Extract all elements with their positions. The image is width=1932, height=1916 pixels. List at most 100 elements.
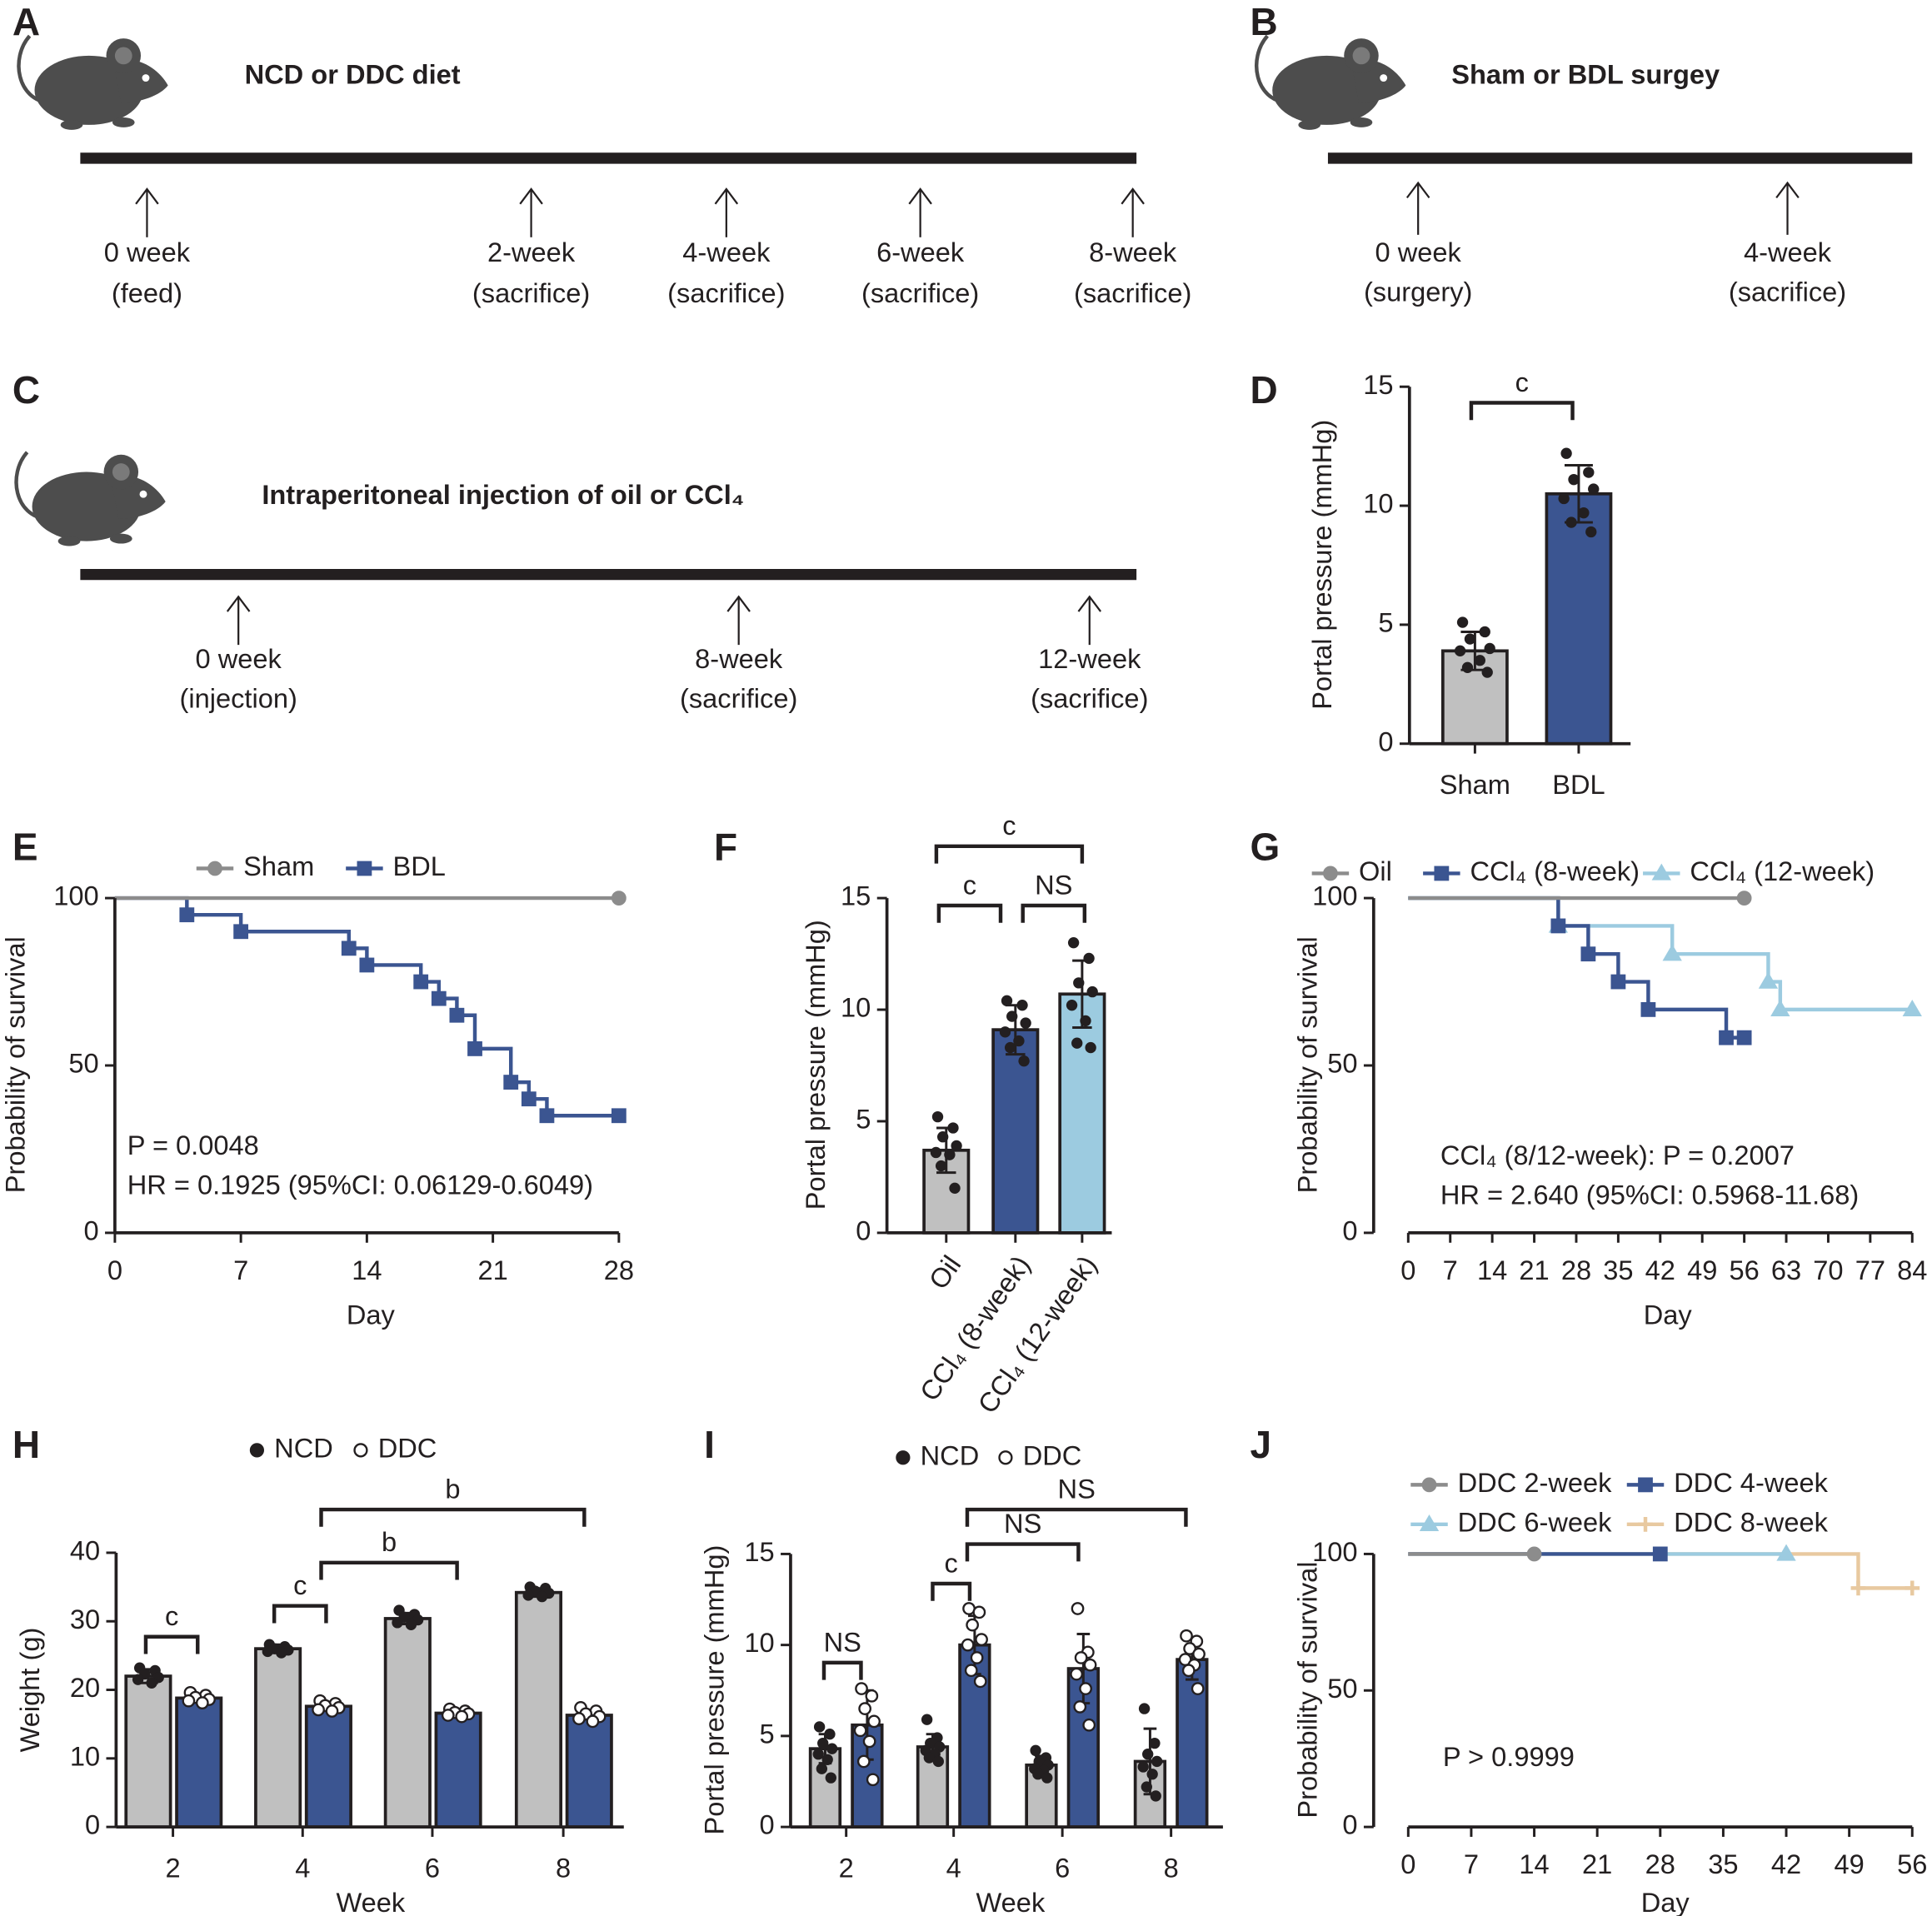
- bar: [991, 1028, 1040, 1235]
- data-point: [1181, 1664, 1196, 1678]
- y-tick-label: 0: [85, 1809, 100, 1840]
- data-point: [1461, 661, 1474, 674]
- annotation: CCl₄ (8/12-week): P = 0.2007: [1440, 1140, 1795, 1170]
- censor-mark: [341, 941, 357, 956]
- x-tick-label: 28: [604, 1255, 634, 1285]
- y-tick-label: 0: [1342, 1215, 1357, 1246]
- censor-mark: [413, 974, 429, 990]
- censor-mark: [1662, 944, 1682, 961]
- censor-mark: [611, 891, 627, 906]
- arrow-head: [1121, 187, 1145, 205]
- x-axis-label: Week: [336, 1887, 405, 1916]
- bar: [304, 1704, 352, 1829]
- legend-label: DDC: [1023, 1439, 1082, 1470]
- data-point: [325, 1704, 339, 1718]
- censor-mark: [1850, 1580, 1866, 1596]
- panel-letter: B: [1251, 0, 1278, 43]
- x-tick-label: 14: [1519, 1849, 1549, 1879]
- y-tick-label: 0: [760, 1809, 775, 1840]
- x-tick-label: 21: [477, 1255, 507, 1285]
- data-point: [1142, 1749, 1154, 1760]
- data-point: [1082, 1718, 1096, 1732]
- y-tick-label: 100: [1312, 881, 1357, 911]
- mouse-foot: [60, 119, 83, 130]
- data-point: [1138, 1703, 1151, 1714]
- y-tick-label: 30: [70, 1604, 100, 1634]
- bar: [1545, 491, 1613, 746]
- censor-mark: [1902, 1000, 1922, 1017]
- legend-symbol: [357, 861, 372, 876]
- x-tick-label: 77: [1855, 1255, 1885, 1285]
- event-note: (sacrifice): [1729, 277, 1846, 307]
- mouse-foot: [1298, 119, 1321, 130]
- data-point: [825, 1772, 836, 1784]
- x-tick-label: 7: [1464, 1849, 1479, 1879]
- data-point: [1073, 1700, 1087, 1714]
- data-point: [405, 1619, 417, 1631]
- bar: [124, 1674, 172, 1829]
- data-point: [1070, 1667, 1084, 1681]
- data-point: [1079, 1682, 1092, 1695]
- data-point: [1583, 467, 1595, 478]
- censor-mark: [521, 1091, 537, 1107]
- data-point: [944, 1149, 956, 1160]
- mouse-eye: [1380, 74, 1388, 82]
- event-note: (injection): [179, 682, 297, 713]
- legend-symbol: [1323, 866, 1338, 881]
- legend-symbol: [896, 1450, 911, 1465]
- significance-bracket: [936, 903, 1003, 923]
- event-label: 0 week: [196, 643, 282, 674]
- censor-mark: [233, 924, 249, 940]
- significance-bracket: [821, 1660, 863, 1680]
- x-tick-label: 0: [107, 1255, 122, 1285]
- data-point: [972, 1605, 986, 1619]
- data-point: [1041, 1772, 1053, 1784]
- legend-label: DDC 4-week: [1674, 1467, 1829, 1498]
- significance-label: c: [1002, 810, 1016, 841]
- data-point: [276, 1647, 287, 1659]
- data-point: [1192, 1647, 1206, 1661]
- legend-symbol: [249, 1443, 265, 1458]
- data-point: [1454, 645, 1466, 657]
- x-tick-label: 7: [1443, 1255, 1458, 1285]
- data-point: [312, 1703, 325, 1717]
- x-tick-label: 6: [1055, 1853, 1070, 1884]
- arrow-head: [135, 187, 159, 205]
- data-point: [999, 1026, 1011, 1038]
- x-axis-label: Week: [976, 1887, 1045, 1916]
- y-tick-label: 10: [70, 1740, 100, 1771]
- censor-mark: [467, 1041, 482, 1056]
- significance-label: NS: [1004, 1508, 1041, 1539]
- censor-mark: [1776, 1544, 1796, 1561]
- panel-letter: I: [704, 1423, 715, 1466]
- data-point: [1066, 999, 1078, 1011]
- data-point: [1481, 666, 1493, 678]
- data-point: [817, 1737, 829, 1749]
- significance-bracket: [1469, 401, 1575, 421]
- event-label: 4-week: [1744, 237, 1832, 267]
- data-point: [441, 1709, 455, 1722]
- significance-bracket: [143, 1634, 200, 1654]
- data-point: [865, 1689, 879, 1703]
- data-point: [936, 1131, 949, 1143]
- x-tick-label: 21: [1582, 1849, 1612, 1879]
- censor-mark: [1580, 946, 1596, 962]
- arrow-head: [226, 595, 251, 612]
- y-tick-label: 100: [1312, 1536, 1357, 1567]
- data-point: [973, 1674, 987, 1689]
- y-tick-label: 10: [1363, 488, 1393, 519]
- x-tick-label: BDL: [1552, 769, 1605, 800]
- data-point: [855, 1682, 868, 1695]
- data-point: [1585, 526, 1597, 538]
- x-tick-label: 8: [556, 1853, 571, 1884]
- mouse-icon: [14, 451, 166, 546]
- x-axis-label: Day: [1644, 1299, 1693, 1330]
- legend-symbol: [1638, 1477, 1653, 1493]
- x-tick-label: 14: [352, 1255, 382, 1285]
- significance-label: NS: [1035, 869, 1072, 900]
- significance-bracket: [319, 1507, 587, 1527]
- censor-mark: [1758, 971, 1779, 989]
- x-tick-label: 2: [839, 1853, 854, 1884]
- data-point: [1588, 483, 1600, 495]
- significance-bracket: [319, 1560, 459, 1580]
